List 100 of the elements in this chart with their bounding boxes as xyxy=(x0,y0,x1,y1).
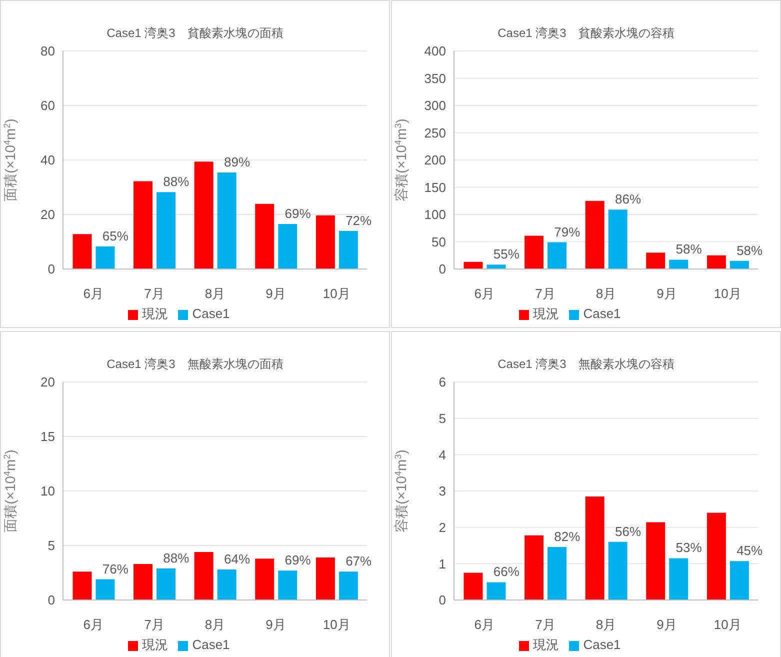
bar xyxy=(338,572,358,600)
y-tick-label: 4 xyxy=(438,447,446,462)
y-tick-label: 20 xyxy=(40,374,55,390)
x-tick-label: 7月 xyxy=(535,617,556,632)
bar xyxy=(669,558,688,600)
y-tick-label: 0 xyxy=(438,592,446,608)
bar xyxy=(486,264,506,269)
y-tick-label: 5 xyxy=(48,538,55,554)
bar xyxy=(524,236,544,269)
x-tick-label: 8月 xyxy=(204,617,226,632)
bar xyxy=(706,255,726,269)
annotation: 88% xyxy=(163,550,190,566)
y-tick-label: 6 xyxy=(438,374,446,390)
x-tick-label: 9月 xyxy=(656,617,677,632)
annotation: 88% xyxy=(163,174,190,190)
y-tick-label: 400 xyxy=(424,44,446,59)
legend-label: Case1 xyxy=(583,637,621,652)
annotation: 76% xyxy=(102,561,129,576)
bar xyxy=(278,224,298,269)
x-tick-label: 7月 xyxy=(535,286,556,302)
bar xyxy=(464,572,483,600)
y-tick-label: 15 xyxy=(40,429,55,444)
bar xyxy=(548,546,567,600)
y-tick-label: 200 xyxy=(424,152,446,168)
annotation: 69% xyxy=(284,206,312,222)
x-tick-label: 10月 xyxy=(714,617,742,632)
bar xyxy=(96,246,115,269)
legend-label: 現況 xyxy=(533,637,560,652)
annotation: 58% xyxy=(736,242,764,258)
y-tick-label: 80 xyxy=(40,44,55,59)
y-tick-label: 10 xyxy=(40,484,55,499)
annotation: 69% xyxy=(284,552,312,568)
x-tick-label: 10月 xyxy=(322,617,350,632)
legend-label: 現況 xyxy=(142,306,168,321)
bar xyxy=(338,230,358,269)
bar xyxy=(134,564,153,600)
annotation: 86% xyxy=(614,192,642,207)
x-tick-label: 6月 xyxy=(474,617,495,632)
bar xyxy=(646,522,666,600)
bar xyxy=(217,172,236,269)
x-tick-label: 6月 xyxy=(83,617,104,632)
annotation: 66% xyxy=(493,564,520,580)
bar xyxy=(585,496,604,600)
bar xyxy=(134,181,153,269)
y-tick-label: 5 xyxy=(438,410,446,426)
bar xyxy=(608,210,628,269)
bar xyxy=(706,512,726,600)
legend-label: Case1 xyxy=(192,306,230,321)
bar xyxy=(730,561,749,600)
bar xyxy=(255,204,274,269)
y-tick-label: 2 xyxy=(438,520,446,535)
legend-label: Case1 xyxy=(192,637,230,652)
bar xyxy=(608,542,628,600)
x-tick-label: 9月 xyxy=(266,617,286,632)
y-tick-label: 250 xyxy=(424,125,446,140)
y-tick-label: 0 xyxy=(48,262,55,277)
bar xyxy=(156,568,176,600)
x-tick-label: 10月 xyxy=(322,286,350,302)
y-tick-label: 50 xyxy=(432,234,446,250)
bar xyxy=(486,582,506,600)
x-tick-label: 6月 xyxy=(83,286,104,302)
y-tick-label: 350 xyxy=(424,70,446,86)
bar xyxy=(96,579,115,600)
annotation: 45% xyxy=(736,543,764,558)
annotation: 89% xyxy=(224,154,250,170)
y-tick-label: 100 xyxy=(424,207,446,222)
bar xyxy=(730,260,749,269)
y-tick-label: 0 xyxy=(438,262,446,277)
bar xyxy=(255,558,274,600)
chart-title: Case1 湾奥3 無酸素水塊の容積 xyxy=(496,356,676,373)
bar xyxy=(156,192,176,269)
x-tick-label: 8月 xyxy=(204,286,226,302)
y-tick-label: 40 xyxy=(40,152,55,168)
annotation: 67% xyxy=(346,554,372,569)
legend-label: Case1 xyxy=(583,306,621,321)
chart-title: Case1 湾奥3 貧酸素水塊の容積 xyxy=(496,25,676,42)
bar xyxy=(316,557,335,600)
annotation: 55% xyxy=(493,246,520,262)
legend-label: 現況 xyxy=(142,637,168,652)
y-tick-label: 3 xyxy=(438,484,446,499)
annotation: 58% xyxy=(676,242,702,257)
bar xyxy=(585,200,604,269)
y-tick-label: 60 xyxy=(40,98,55,114)
bar xyxy=(217,569,236,600)
annotation: 56% xyxy=(614,524,642,539)
annotation: 65% xyxy=(102,228,129,244)
chart-title: Case1 湾奥3 貧酸素水塊の面積 xyxy=(106,25,284,42)
annotation: 79% xyxy=(554,224,581,240)
bar xyxy=(464,262,483,269)
x-tick-label: 9月 xyxy=(656,286,677,302)
y-tick-label: 300 xyxy=(424,98,446,114)
bar xyxy=(524,535,544,600)
bar xyxy=(548,242,567,269)
bar xyxy=(669,260,688,269)
y-tick-label: 0 xyxy=(48,592,55,608)
bar xyxy=(72,572,92,600)
x-tick-label: 7月 xyxy=(144,617,164,632)
annotation: 53% xyxy=(676,540,702,556)
x-tick-label: 10月 xyxy=(714,286,742,302)
x-tick-label: 9月 xyxy=(266,286,286,302)
